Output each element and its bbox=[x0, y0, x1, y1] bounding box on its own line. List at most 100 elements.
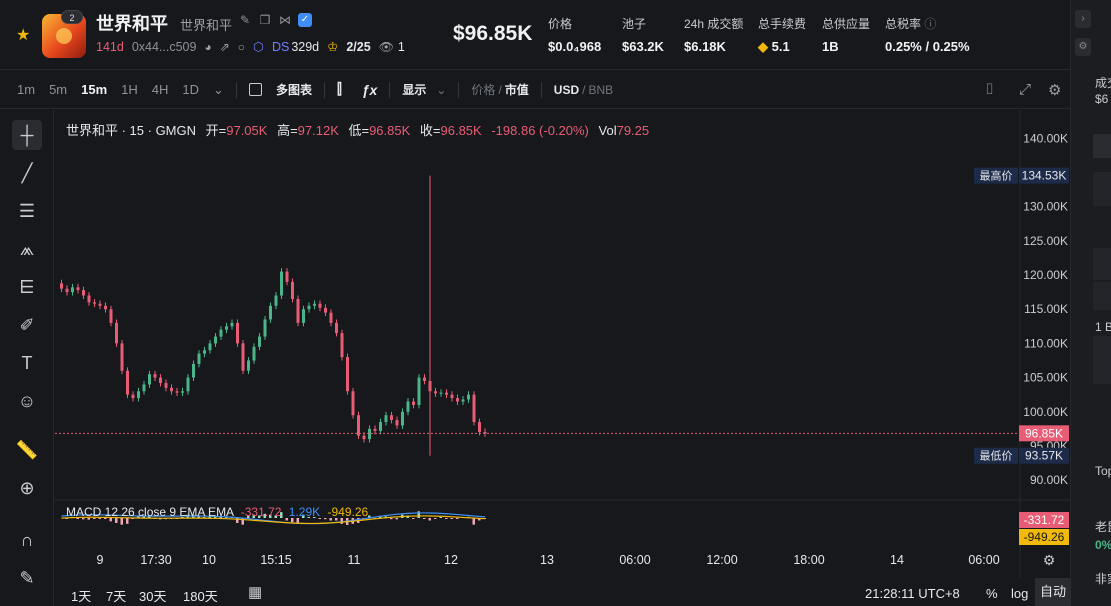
edit-icon[interactable]: ✎ bbox=[239, 13, 251, 27]
macd-histogram-bar bbox=[439, 517, 442, 518]
x-tick-label: 17:30 bbox=[140, 553, 171, 567]
tf-1m[interactable]: 1m bbox=[17, 82, 36, 97]
indicator-fx-icon[interactable]: ƒx bbox=[361, 81, 378, 98]
candle-body bbox=[186, 377, 190, 392]
text-tool-icon[interactable]: T bbox=[21, 353, 33, 373]
pattern-icon[interactable]: ⩕ bbox=[19, 239, 35, 259]
currency-bnb[interactable]: BNB bbox=[588, 82, 614, 97]
display-chevron-icon[interactable]: ⌄ bbox=[436, 82, 447, 97]
twitter-icon[interactable]: ✓ bbox=[298, 13, 312, 27]
macd-histogram-bar bbox=[313, 517, 316, 518]
low-label-bg bbox=[974, 447, 1018, 464]
y-tick-label: 110.00K bbox=[1024, 336, 1068, 350]
log-toggle[interactable]: log bbox=[1011, 586, 1029, 601]
tf-1h[interactable]: 1H bbox=[121, 82, 138, 97]
horizontal-lines-icon[interactable]: ☰ bbox=[18, 201, 36, 221]
candle-body bbox=[60, 283, 63, 289]
macd-histogram-bar bbox=[142, 516, 145, 518]
candle-body bbox=[104, 305, 107, 310]
price-chart[interactable]: 140.00K135.00K130.00K125.00K120.00K115.0… bbox=[55, 110, 1070, 606]
auto-toggle[interactable]: 自动 bbox=[1035, 578, 1071, 606]
contract-address[interactable]: 0x44...c509 bbox=[131, 39, 197, 54]
panel-input[interactable] bbox=[1093, 248, 1111, 280]
chart-link-icon[interactable]: ◕ bbox=[204, 39, 212, 54]
tf-4h[interactable]: 4H bbox=[151, 82, 169, 97]
candle-body bbox=[131, 394, 135, 399]
percent-toggle[interactable]: % bbox=[986, 586, 998, 601]
candle-body bbox=[98, 303, 102, 306]
calendar-icon[interactable]: ▦ bbox=[248, 584, 263, 601]
tf-5m[interactable]: 5m bbox=[49, 82, 68, 97]
emoji-icon[interactable]: ☺ bbox=[17, 391, 37, 411]
y-tick-label: 120.00K bbox=[1023, 268, 1068, 282]
macd-histogram-bar bbox=[329, 518, 332, 521]
currency-usd[interactable]: USD bbox=[553, 82, 580, 97]
copy-icon[interactable]: ❐ bbox=[259, 13, 271, 27]
fib-icon[interactable]: ⋿ bbox=[19, 277, 35, 297]
low-value-tag: 93.57K bbox=[1025, 449, 1063, 463]
toggle-market-cap[interactable]: 市值 bbox=[504, 83, 529, 97]
ruler-icon[interactable]: 📏 bbox=[15, 440, 39, 460]
holders-ratio: 2/25 bbox=[346, 39, 371, 54]
macd-histogram-bar bbox=[214, 516, 217, 518]
macd-histogram-bar bbox=[76, 518, 79, 519]
candle-body bbox=[93, 302, 96, 304]
clock-time[interactable]: 21:28:11 UTC+8 bbox=[865, 586, 960, 601]
crosshair-icon[interactable]: ┼ bbox=[12, 120, 42, 150]
lock-drawing-icon[interactable]: ✎ bbox=[19, 568, 35, 588]
panel-input-2[interactable] bbox=[1093, 282, 1111, 310]
chevron-down-icon[interactable]: ⌄ bbox=[213, 81, 224, 97]
range-180d[interactable]: 180天 bbox=[183, 589, 218, 604]
candle-body bbox=[87, 295, 91, 303]
tf-1d[interactable]: 1D bbox=[182, 82, 200, 97]
macd-histogram-bar bbox=[263, 513, 266, 518]
zoom-in-icon[interactable]: ⊕ bbox=[19, 478, 35, 498]
export-icon[interactable]: ⇗ bbox=[219, 39, 230, 54]
collapse-button[interactable]: › bbox=[1075, 10, 1091, 28]
crown-icon: ♔ bbox=[327, 40, 339, 54]
y-tick-label: 115.00K bbox=[1024, 302, 1068, 316]
macd-histogram-bar bbox=[241, 518, 244, 525]
macd-histogram-bar bbox=[445, 518, 448, 519]
range-30d[interactable]: 30天 bbox=[139, 589, 167, 604]
fullscreen-icon[interactable]: ⤢ bbox=[1019, 81, 1032, 98]
candle-body bbox=[472, 394, 476, 423]
magnet-icon[interactable]: ∩ bbox=[20, 530, 34, 550]
candle-body bbox=[252, 346, 256, 361]
candle-chart-svg[interactable]: 140.00K135.00K130.00K125.00K120.00K115.0… bbox=[55, 110, 1070, 578]
macd-histogram-bar bbox=[395, 518, 398, 520]
candle-body bbox=[324, 307, 327, 313]
candle-body bbox=[467, 394, 470, 400]
stat-price: 价格 $0.0₄968 bbox=[548, 17, 602, 54]
share-icon[interactable]: ⋈ bbox=[279, 13, 291, 27]
favorite-star-icon[interactable]: ★ bbox=[16, 27, 31, 44]
panel-tab[interactable] bbox=[1093, 134, 1111, 158]
search-icon[interactable]: ○ bbox=[237, 39, 246, 54]
candle-body bbox=[126, 370, 129, 395]
toggle-price[interactable]: 价格 bbox=[471, 83, 496, 97]
camera-icon[interactable]: ⌷ bbox=[985, 81, 995, 98]
macd-histogram-bar bbox=[390, 518, 393, 520]
trend-line-icon[interactable]: ╱ bbox=[21, 163, 33, 183]
settings-icon[interactable]: ⚙ bbox=[1075, 38, 1091, 56]
signal-value-tag-bg bbox=[1019, 529, 1069, 545]
display-menu[interactable]: 显示 bbox=[402, 83, 427, 97]
range-1d[interactable]: 1天 bbox=[71, 589, 92, 604]
macd-histogram-bar bbox=[98, 518, 101, 519]
macd-histogram-bar bbox=[280, 512, 283, 518]
candle-body bbox=[76, 287, 80, 291]
macd-histogram-bar bbox=[115, 518, 118, 523]
candle-type-icon[interactable]: ⫿ bbox=[336, 81, 342, 98]
panel-box[interactable] bbox=[1093, 172, 1111, 206]
multi-chart-label[interactable]: 多图表 bbox=[275, 83, 312, 97]
x-tick-label: 14 bbox=[890, 553, 904, 567]
macd-histogram-bar bbox=[379, 515, 382, 518]
chart-settings-icon[interactable]: ⚙ bbox=[1048, 82, 1062, 99]
range-7d[interactable]: 7天 bbox=[106, 589, 127, 604]
brush-icon[interactable]: ✐ bbox=[19, 315, 35, 335]
panel-box-2[interactable] bbox=[1093, 336, 1111, 384]
multi-chart-checkbox[interactable] bbox=[248, 83, 262, 96]
macd-histogram-bar bbox=[412, 518, 415, 519]
tf-15m[interactable]: 15m bbox=[81, 82, 108, 97]
drawing-toolbar: ┼ ╱ ☰ ⩕ ⋿ ✐ T ☺ 📏 ⊕ ∩ ✎ bbox=[0, 110, 54, 606]
